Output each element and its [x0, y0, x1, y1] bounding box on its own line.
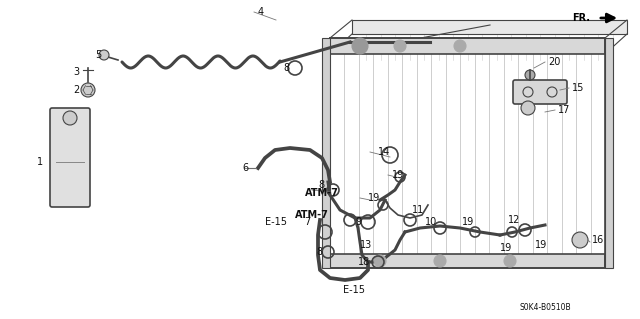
- Circle shape: [572, 232, 588, 248]
- Text: 6: 6: [242, 163, 248, 173]
- Text: 18: 18: [358, 257, 371, 267]
- Text: 3: 3: [73, 67, 79, 77]
- Text: E-15: E-15: [343, 285, 365, 295]
- Text: 14: 14: [378, 147, 390, 157]
- Bar: [330, 38, 605, 54]
- Text: 17: 17: [558, 105, 570, 115]
- Text: 19: 19: [368, 193, 380, 203]
- Circle shape: [525, 70, 535, 80]
- Text: FR.: FR.: [572, 13, 590, 23]
- Text: 16: 16: [592, 235, 604, 245]
- Text: ATM-7: ATM-7: [295, 210, 329, 220]
- Text: E-15: E-15: [265, 217, 287, 227]
- Text: 13: 13: [360, 240, 372, 250]
- Circle shape: [99, 50, 109, 60]
- Circle shape: [63, 111, 77, 125]
- Text: 20: 20: [548, 57, 561, 67]
- Text: 19: 19: [462, 217, 474, 227]
- Bar: [330, 38, 605, 268]
- Text: 8: 8: [316, 247, 322, 257]
- Text: 19: 19: [535, 240, 547, 250]
- Text: 8: 8: [318, 180, 324, 190]
- Circle shape: [374, 255, 386, 267]
- Circle shape: [394, 40, 406, 52]
- Text: 11: 11: [412, 205, 424, 215]
- Circle shape: [521, 101, 535, 115]
- Text: 19: 19: [500, 243, 512, 253]
- Text: ATM-7: ATM-7: [305, 188, 339, 198]
- Text: 5: 5: [95, 50, 101, 60]
- Text: 9: 9: [355, 217, 361, 227]
- Circle shape: [504, 255, 516, 267]
- Bar: [330, 254, 605, 268]
- FancyBboxPatch shape: [513, 80, 567, 104]
- Bar: [605, 38, 613, 268]
- Text: 8: 8: [283, 63, 289, 73]
- Text: 19: 19: [392, 170, 404, 180]
- Text: 1: 1: [37, 157, 43, 167]
- Bar: [322, 38, 330, 268]
- Text: 15: 15: [572, 83, 584, 93]
- Text: 2: 2: [73, 85, 79, 95]
- Circle shape: [434, 255, 446, 267]
- Text: 12: 12: [508, 215, 520, 225]
- Circle shape: [352, 38, 368, 54]
- Text: 7: 7: [304, 217, 310, 227]
- FancyBboxPatch shape: [50, 108, 90, 207]
- Text: S0K4-B0510B: S0K4-B0510B: [520, 303, 572, 313]
- Bar: [352, 20, 627, 34]
- Text: 4: 4: [258, 7, 264, 17]
- Circle shape: [454, 40, 466, 52]
- Text: 10: 10: [425, 217, 437, 227]
- Circle shape: [81, 83, 95, 97]
